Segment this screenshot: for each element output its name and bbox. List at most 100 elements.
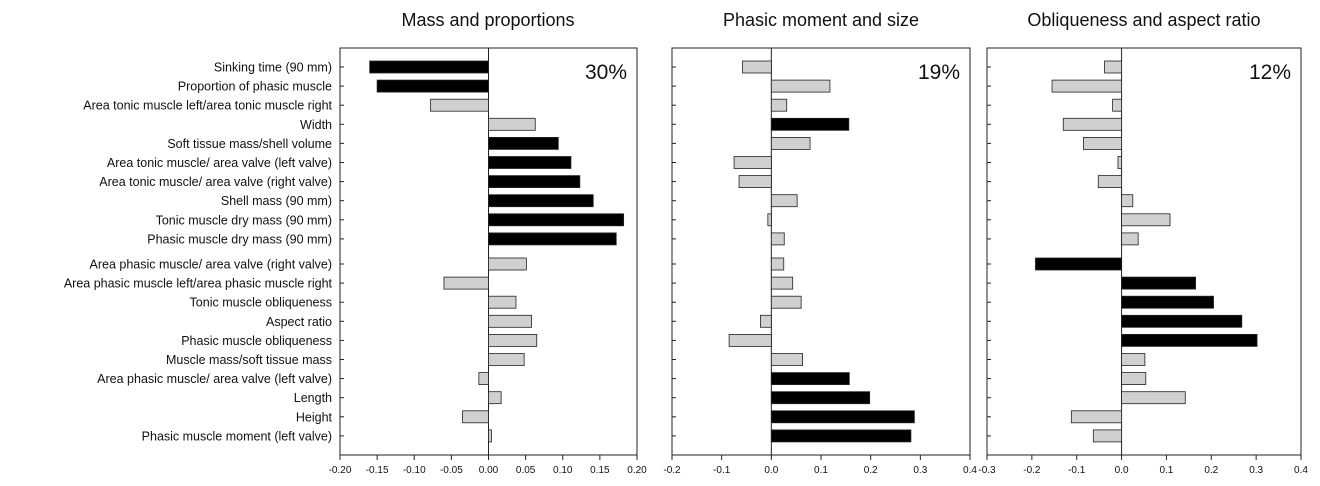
bar-2-12 [770, 276, 794, 290]
bar-2-1 [742, 60, 772, 74]
x-tick-label-1-2: -0.15 [366, 465, 389, 476]
bar-2-10 [770, 232, 785, 246]
category-label-16: Muscle mass/soft tissue mass [166, 353, 332, 367]
x-tick-label-3-8: 0.4 [1294, 465, 1308, 476]
bar-2-5 [770, 136, 811, 150]
bar-2-3 [770, 98, 788, 112]
bar-2-6 [733, 156, 772, 169]
bar-3-9 [1121, 213, 1171, 227]
bar-3-8 [1121, 194, 1134, 208]
bar-1-13 [488, 295, 517, 309]
bar-1-7 [488, 175, 581, 189]
category-label-5: Soft tissue mass/shell volume [167, 137, 332, 151]
category-label-8: Shell mass (90 mm) [221, 194, 332, 208]
bar-3-3 [1112, 98, 1122, 112]
bar-3-6 [1117, 156, 1122, 169]
bar-1-8 [488, 194, 594, 208]
panel-title-2: Phasic moment and size [723, 10, 919, 30]
bar-2-4 [770, 117, 850, 131]
variance-annotation-1: 30% [585, 61, 627, 84]
plot-frame-3 [986, 47, 1302, 456]
bar-1-19 [462, 410, 489, 424]
bar-2-13 [770, 295, 802, 309]
bar-1-12 [443, 276, 489, 290]
bar-1-14 [488, 314, 532, 328]
bar-1-20 [488, 429, 492, 443]
bar-3-2 [1051, 79, 1122, 93]
x-tick-label-3-7: 0.3 [1249, 465, 1263, 476]
bar-3-16 [1121, 353, 1146, 366]
x-tick-label-3-4: 0.0 [1115, 465, 1129, 476]
bar-2-19 [770, 410, 915, 424]
x-tick-label-2-7: 0.4 [963, 465, 977, 476]
category-label-11: Area phasic muscle/ area valve (right va… [90, 258, 332, 272]
bar-1-2 [376, 79, 489, 93]
bar-1-11 [488, 257, 527, 271]
bar-3-17 [1121, 372, 1147, 386]
x-tick-label-3-5: 0.1 [1159, 465, 1173, 476]
bar-1-4 [488, 117, 536, 131]
category-label-9: Tonic muscle dry mass (90 mm) [156, 213, 332, 227]
bar-2-8 [770, 194, 798, 208]
category-label-18: Length [294, 391, 332, 405]
bar-1-3 [430, 98, 489, 112]
category-label-6: Area tonic muscle/ area valve (left valv… [107, 156, 332, 170]
x-tick-label-1-1: -0.20 [329, 465, 352, 476]
bar-1-15 [488, 333, 538, 347]
bar-3-20 [1092, 429, 1122, 443]
category-label-1: Sinking time (90 mm) [214, 61, 332, 75]
category-label-3: Area tonic muscle left/area tonic muscle… [83, 99, 332, 113]
x-tick-label-2-1: -0.2 [663, 465, 681, 476]
category-label-10: Phasic muscle dry mass (90 mm) [147, 232, 332, 246]
bar-3-5 [1083, 136, 1122, 150]
category-label-15: Phasic muscle obliqueness [181, 334, 332, 348]
bar-1-9 [488, 213, 625, 227]
bar-1-5 [488, 136, 559, 150]
bar-3-10 [1121, 232, 1139, 246]
bar-2-16 [770, 353, 804, 366]
bar-1-16 [488, 353, 525, 366]
bar-3-13 [1121, 295, 1214, 309]
x-tick-label-2-6: 0.3 [913, 465, 927, 476]
bar-2-17 [770, 372, 850, 386]
x-tick-label-1-8: 0.15 [590, 465, 610, 476]
category-label-4: Width [300, 118, 332, 132]
bar-1-1 [369, 60, 489, 74]
bar-3-18 [1121, 391, 1186, 405]
bar-2-7 [738, 175, 772, 189]
category-label-2: Proportion of phasic muscle [178, 80, 332, 94]
bar-3-15 [1121, 333, 1258, 347]
bar-2-15 [728, 333, 772, 347]
x-tick-label-2-5: 0.2 [864, 465, 878, 476]
x-tick-label-3-3: -0.1 [1068, 465, 1086, 476]
x-tick-label-1-7: 0.10 [553, 465, 573, 476]
bar-1-17 [478, 372, 489, 386]
x-tick-label-1-4: -0.05 [440, 465, 463, 476]
category-label-12: Area phasic muscle left/area phasic musc… [64, 277, 333, 291]
category-label-7: Area tonic muscle/ area valve (right val… [99, 175, 332, 189]
x-tick-label-3-6: 0.2 [1204, 465, 1218, 476]
bar-3-4 [1062, 117, 1122, 131]
bar-2-11 [770, 257, 785, 271]
bar-2-20 [770, 429, 912, 443]
category-label-17: Area phasic muscle/ area valve (left val… [97, 372, 332, 386]
x-tick-label-1-5: 0.00 [479, 465, 499, 476]
bar-1-6 [488, 156, 572, 169]
x-tick-label-3-2: -0.2 [1023, 465, 1041, 476]
bar-3-1 [1104, 60, 1122, 74]
category-label-13: Tonic muscle obliqueness [190, 296, 332, 310]
bar-1-10 [488, 232, 617, 246]
panel-title-3: Obliqueness and aspect ratio [1027, 10, 1260, 30]
panel-title-1: Mass and proportions [401, 10, 574, 30]
category-label-19: Height [296, 410, 333, 424]
variance-annotation-2: 19% [918, 61, 960, 84]
bar-3-14 [1121, 314, 1243, 328]
x-tick-label-2-2: -0.1 [713, 465, 731, 476]
x-tick-label-2-3: 0.0 [764, 465, 778, 476]
bar-3-11 [1035, 257, 1122, 271]
bar-2-14 [760, 314, 772, 328]
x-tick-label-1-3: -0.10 [403, 465, 426, 476]
bar-3-7 [1097, 175, 1122, 189]
